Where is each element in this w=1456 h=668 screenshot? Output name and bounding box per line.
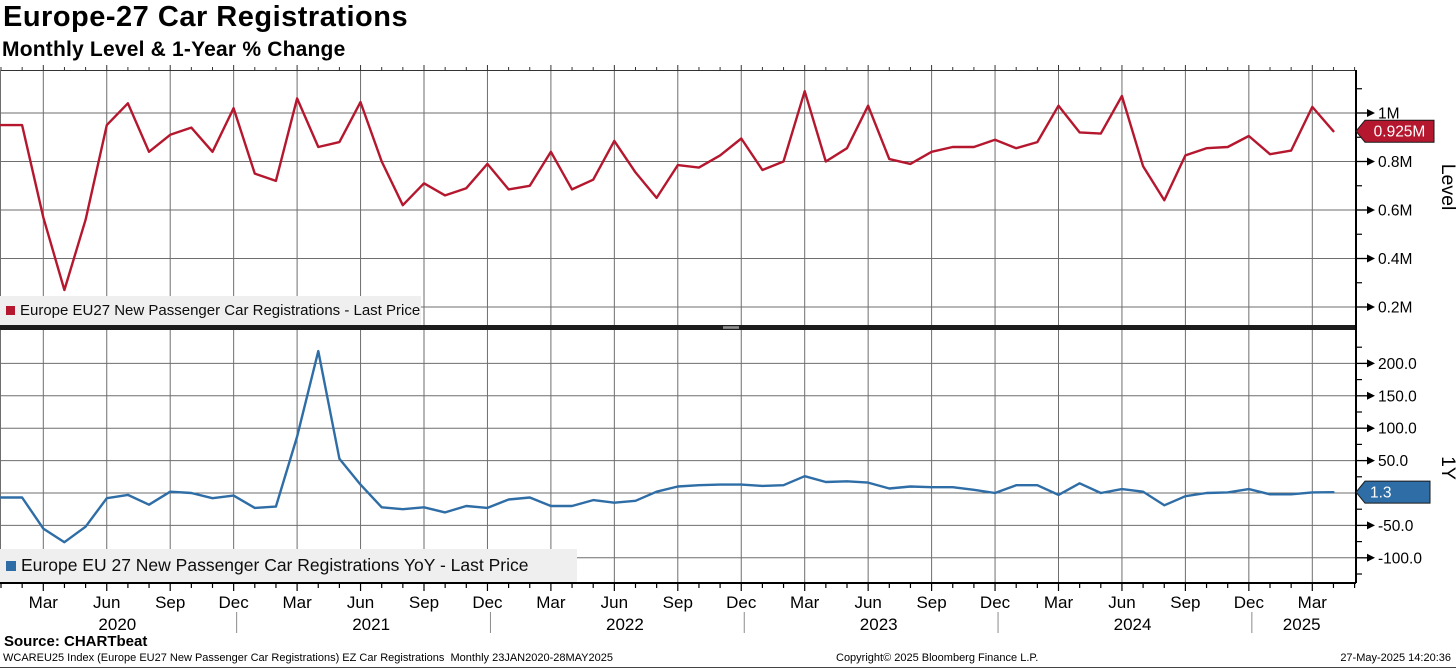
yoy-last-price-badge xyxy=(1355,480,1431,504)
level-axis-tick-arrow-icon xyxy=(1367,206,1375,214)
level-axis-title: Level xyxy=(1437,164,1456,211)
yoy-axis-tick-label: 50.0 xyxy=(1378,453,1409,470)
x-month-label: Mar xyxy=(536,593,566,612)
copyright-notice: Copyright© 2025 Bloomberg Finance L.P. xyxy=(836,652,1039,664)
x-month-label: Sep xyxy=(916,593,946,612)
panel-divider-handle-icon[interactable] xyxy=(723,326,739,329)
yoy-axis-tick-label: -50.0 xyxy=(1378,518,1414,535)
x-year-label: 2021 xyxy=(352,615,390,634)
source-label: Source: CHARTbeat xyxy=(4,633,148,650)
legend-level[interactable]: Europe EU27 New Passenger Car Registrati… xyxy=(0,296,421,325)
yoy-series-line xyxy=(0,349,1335,544)
level-last-price-badge-label: 0.925M xyxy=(1374,124,1426,141)
yoy-axis-tick-arrow-icon xyxy=(1367,424,1375,433)
x-month-label: Sep xyxy=(1170,593,1200,612)
x-month-label: Dec xyxy=(219,593,250,612)
level-axis-tick-label: 0.2M xyxy=(1378,300,1412,317)
yoy-axis-tick-label: 200.0 xyxy=(1378,356,1417,373)
x-year-label: 2020 xyxy=(98,615,136,634)
yoy-axis-tick-arrow-icon xyxy=(1367,456,1375,465)
x-month-label: Dec xyxy=(472,593,503,612)
x-month-label: Mar xyxy=(1298,593,1328,612)
yoy-legend-label: Europe EU 27 New Passenger Car Registrat… xyxy=(21,555,529,575)
x-month-label: Jun xyxy=(601,593,628,612)
level-series-marker-icon xyxy=(6,306,15,315)
level-axis-tick-arrow-icon xyxy=(1367,157,1375,166)
x-month-label: Mar xyxy=(29,593,59,612)
x-month-label: Dec xyxy=(980,593,1011,612)
x-year-label: 2022 xyxy=(606,615,644,634)
panel-divider xyxy=(0,325,1356,330)
level-series-line xyxy=(0,89,1335,292)
level-axis-tick-label: 0.6M xyxy=(1378,203,1412,220)
yoy-axis-tick-label: 150.0 xyxy=(1378,388,1417,405)
level-axis-tick-label: 0.8M xyxy=(1378,154,1412,171)
level-last-price-badge xyxy=(1355,119,1435,143)
level-legend-label: Europe EU27 New Passenger Car Registrati… xyxy=(20,302,421,319)
x-month-label: Jun xyxy=(854,593,881,612)
x-month-label: Mar xyxy=(282,593,312,612)
x-year-label: 2025 xyxy=(1283,615,1321,634)
level-axis-tick-label: 0.4M xyxy=(1378,251,1412,268)
level-axis-tick-arrow-icon xyxy=(1367,303,1375,311)
level-axis-tick-label: 1M xyxy=(1378,106,1400,123)
level-axis-tick-arrow-icon xyxy=(1367,109,1375,117)
x-month-label: Sep xyxy=(663,593,693,612)
level-axis-tick-arrow-icon xyxy=(1367,254,1375,263)
x-month-label: Mar xyxy=(1044,593,1074,612)
yoy-axis-tick-arrow-icon xyxy=(1367,391,1375,400)
yoy-axis-tick-arrow-icon xyxy=(1367,521,1375,530)
x-month-label: Mar xyxy=(790,593,820,612)
yoy-last-price-badge-label: 1.3 xyxy=(1370,485,1392,502)
timestamp: 27-May-2025 14:20:36 xyxy=(1340,652,1451,664)
x-month-label: Jun xyxy=(347,593,374,612)
x-month-label: Dec xyxy=(1234,593,1265,612)
legend-yoy[interactable]: Europe EU 27 New Passenger Car Registrat… xyxy=(0,549,577,582)
yoy-axis-tick-arrow-icon xyxy=(1367,553,1375,562)
yoy-series-marker-icon xyxy=(6,560,16,571)
x-month-label: Sep xyxy=(155,593,185,612)
page-subtitle: Monthly Level & 1-Year % Change xyxy=(2,38,346,61)
ticker-description: WCAREU25 Index (Europe EU27 New Passenge… xyxy=(3,652,613,664)
x-month-label: Jun xyxy=(93,593,120,612)
yoy-axis-tick-arrow-icon xyxy=(1367,359,1375,368)
x-year-label: 2024 xyxy=(1114,615,1152,634)
yoy-axis-tick-label: -100.0 xyxy=(1378,550,1422,567)
x-year-label: 2023 xyxy=(860,615,898,634)
yoy-axis-title: 1Y xyxy=(1437,456,1456,480)
page-title: Europe-27 Car Registrations xyxy=(3,1,409,33)
x-month-label: Sep xyxy=(409,593,439,612)
x-month-label: Dec xyxy=(726,593,757,612)
yoy-axis-tick-label: 100.0 xyxy=(1378,421,1417,438)
x-month-label: Jun xyxy=(1108,593,1135,612)
